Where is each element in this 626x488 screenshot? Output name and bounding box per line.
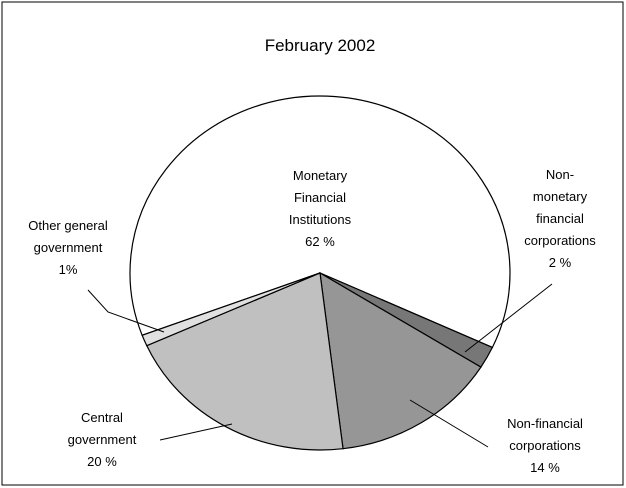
category-label: Non-monetary financial corporations bbox=[524, 167, 596, 248]
slice-label: Central government 20 % bbox=[68, 407, 137, 473]
leader-line bbox=[87, 289, 165, 333]
leader-line bbox=[409, 399, 489, 448]
category-label: Central government bbox=[67, 410, 137, 447]
slice-label: Other general government 1% bbox=[28, 215, 108, 281]
slice-label: Non-monetary financial corporations 2 % bbox=[524, 164, 596, 274]
pie-slice bbox=[319, 271, 482, 450]
pie-slice bbox=[141, 272, 321, 347]
category-label: Non-financial corporations bbox=[507, 416, 583, 453]
value-label: 62 % bbox=[305, 234, 335, 249]
category-label: Monetary Financial Institutions bbox=[288, 168, 352, 227]
value-label: 1% bbox=[58, 262, 78, 277]
slice-label: Monetary Financial Institutions 62 % bbox=[289, 165, 351, 253]
value-label: 20 % bbox=[87, 454, 117, 469]
pie-slice bbox=[129, 95, 511, 349]
pie-slice bbox=[145, 272, 344, 451]
value-label: 2 % bbox=[548, 255, 572, 270]
leader-line bbox=[159, 423, 233, 441]
category-label: Other general government bbox=[28, 218, 108, 255]
value-label: 14 % bbox=[530, 460, 560, 475]
chart-title: February 2002 bbox=[264, 36, 376, 55]
slice-label: Non-financial corporations 14 % bbox=[507, 413, 583, 479]
leader-line bbox=[464, 283, 553, 353]
